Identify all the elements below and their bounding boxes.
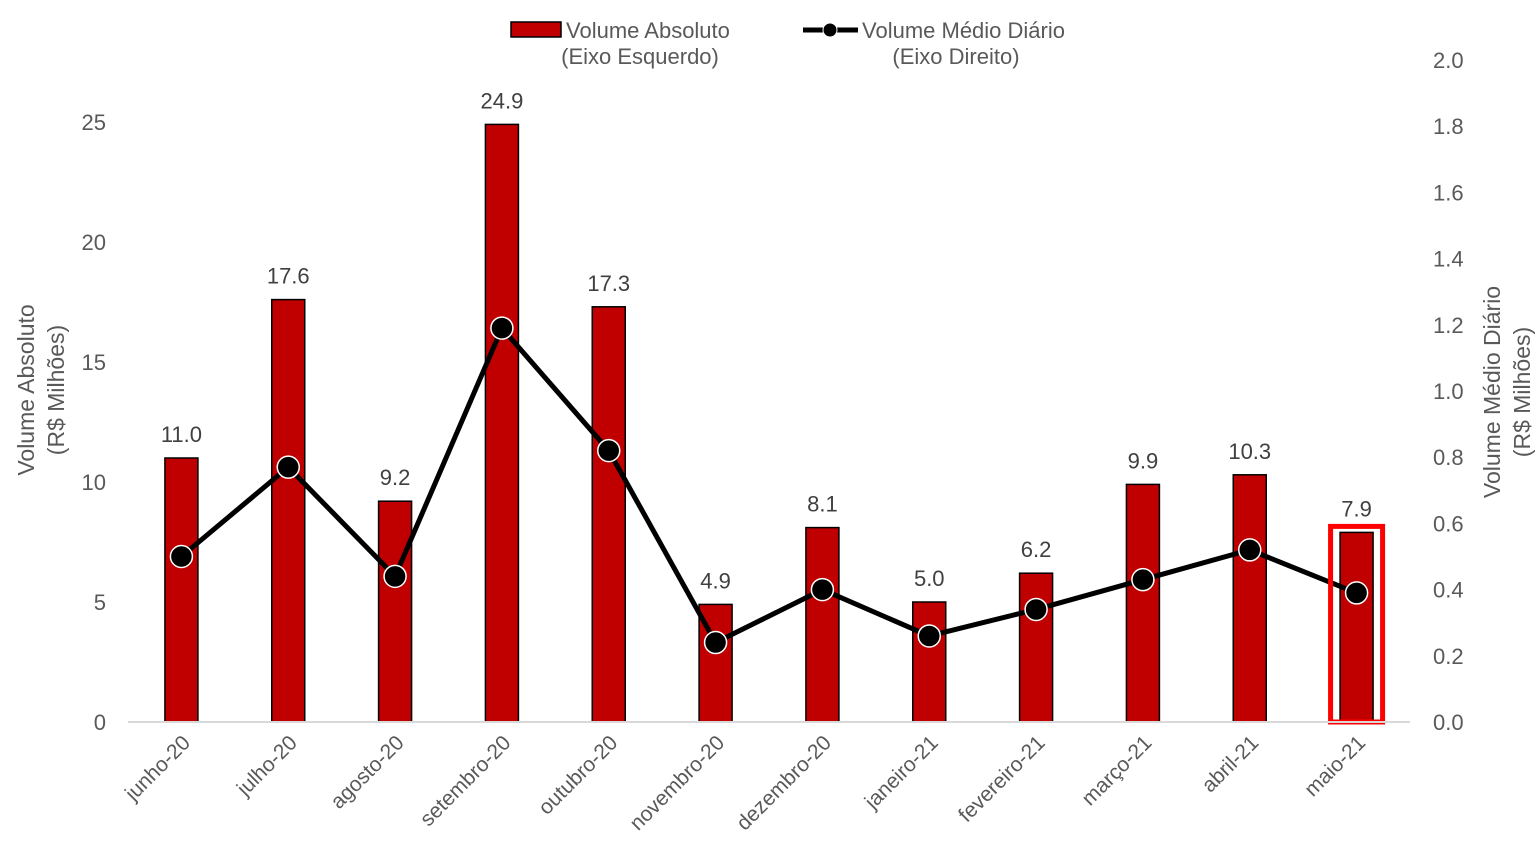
bar-outubro-20 xyxy=(591,306,626,723)
category-label: junho-20 xyxy=(120,731,195,806)
left-tick-label: 20 xyxy=(82,230,106,255)
category-label: maio-21 xyxy=(1300,731,1370,801)
bar-data-label: 5.0 xyxy=(914,566,945,591)
bar-data-label: 6.2 xyxy=(1021,537,1052,562)
bar-data-label: 10.3 xyxy=(1228,439,1271,464)
bar-data-label: 9.2 xyxy=(380,465,411,490)
category-label: agosto-20 xyxy=(326,731,408,813)
line-path xyxy=(179,325,1358,646)
line-marker-julho-20 xyxy=(276,455,300,479)
right-tick-label: 1.6 xyxy=(1433,180,1464,205)
bar-maio-21 xyxy=(1339,531,1374,723)
bar-data-label: 7.9 xyxy=(1341,496,1372,521)
bar-series xyxy=(164,123,1374,723)
bar-agosto-20 xyxy=(377,500,413,723)
legend-line-label: Volume Médio Diário xyxy=(862,18,1065,43)
bar-março-21 xyxy=(1125,483,1161,723)
line-marker-outubro-20 xyxy=(597,438,621,463)
right-tick-label: 0.4 xyxy=(1433,578,1464,603)
left-tick-label: 15 xyxy=(82,350,106,375)
left-axis-title-line1: Volume Absoluto xyxy=(13,304,39,475)
line-marker-abril-21 xyxy=(1238,538,1262,562)
line-marker-fevereiro-21 xyxy=(1024,597,1048,622)
left-tick-label: 10 xyxy=(82,470,106,495)
category-label: novembro-20 xyxy=(625,731,729,835)
right-tick-label: 2.0 xyxy=(1433,48,1464,73)
right-axis-title-line2: (R$ Milhões) xyxy=(1509,327,1535,457)
left-axis-title-line2: (R$ Milhões) xyxy=(43,325,69,455)
category-label: dezembro-20 xyxy=(732,731,836,835)
right-axis: 0.0 0.2 0.4 0.6 0.8 1.0 1.2 1.4 1.6 1.8 2.0 Volume … xyxy=(1433,48,1535,735)
line-marker-agosto-20 xyxy=(383,564,407,589)
legend-line-sublabel: (Eixo Direito) xyxy=(892,44,1019,69)
right-tick-label: 0.2 xyxy=(1433,644,1464,669)
bar-data-label: 24.9 xyxy=(481,88,524,113)
right-tick-label: 1.0 xyxy=(1433,379,1464,404)
category-label: outubro-20 xyxy=(534,731,622,819)
right-axis-title-line1: Volume Médio Diário xyxy=(1479,286,1505,498)
category-label: setembro-20 xyxy=(416,731,516,831)
bar-setembro-20 xyxy=(484,123,520,723)
bar-fevereiro-21 xyxy=(1018,572,1054,723)
right-axis-title: Volume Médio Diário (R$ Milhões) xyxy=(1479,286,1535,498)
right-tick-label: 0.6 xyxy=(1433,511,1464,536)
line-series xyxy=(169,316,1369,655)
bar-data-label: 17.3 xyxy=(587,271,630,296)
category-label: janeiro-21 xyxy=(860,731,943,814)
left-axis: 0 5 10 15 20 25 Volume Absoluto (R$ Milhões) xyxy=(13,110,106,735)
category-label: fevereiro-21 xyxy=(954,731,1050,827)
left-tick-label: 25 xyxy=(82,110,106,135)
left-tick-label: 5 xyxy=(94,590,106,615)
right-tick-label: 1.4 xyxy=(1433,247,1464,272)
bar-data-label: 11.0 xyxy=(161,422,202,447)
bar-data-label: 4.9 xyxy=(700,568,731,593)
line-marker-junho-20 xyxy=(169,544,194,569)
right-tick-label: 1.8 xyxy=(1433,114,1464,139)
bar-data-label: 9.9 xyxy=(1128,448,1159,473)
right-tick-label: 0.0 xyxy=(1433,710,1464,735)
bar-abril-21 xyxy=(1232,474,1267,723)
legend: Volume Absoluto(Eixo Esquerdo) Volume Méd… xyxy=(510,18,1065,69)
legend-bar-label: Volume Absoluto xyxy=(566,18,730,43)
line-marker-janeiro-21 xyxy=(917,624,941,648)
line-marker-setembro-20 xyxy=(490,316,514,340)
line-marker-março-21 xyxy=(1131,567,1155,592)
line-marker-novembro-20 xyxy=(703,630,728,655)
left-tick-label: 0 xyxy=(94,710,106,735)
category-label: março-21 xyxy=(1077,731,1156,810)
legend-line-marker xyxy=(822,22,838,38)
bar-data-labels: 11.0 17.6 9.2 24.9 17.3 4.9 8.1 5.0 6.2 9.9 10.3 7.… xyxy=(161,88,1372,593)
legend-bar-swatch xyxy=(510,21,562,38)
left-axis-title: Volume Absoluto (R$ Milhões) xyxy=(13,304,69,475)
bar-julho-20 xyxy=(271,298,306,723)
bar-dezembro-20 xyxy=(805,526,840,723)
right-tick-label: 0.8 xyxy=(1433,445,1464,470)
line-marker-maio-21 xyxy=(1344,581,1369,605)
line-marker-dezembro-20 xyxy=(810,577,835,602)
bar-data-label: 8.1 xyxy=(807,492,838,517)
category-label: abril-21 xyxy=(1197,731,1263,797)
right-tick-label: 1.2 xyxy=(1433,313,1464,338)
category-label: julho-20 xyxy=(232,731,302,801)
bar-data-label: 17.6 xyxy=(267,264,310,289)
bar-junho-20 xyxy=(164,457,199,723)
bar-janeiro-21 xyxy=(912,601,947,723)
legend-bar-sublabel: (Eixo Esquerdo) xyxy=(561,44,719,69)
x-axis: junho-20 julho-20 agosto-20 setembro-20 outu… xyxy=(120,721,1410,835)
